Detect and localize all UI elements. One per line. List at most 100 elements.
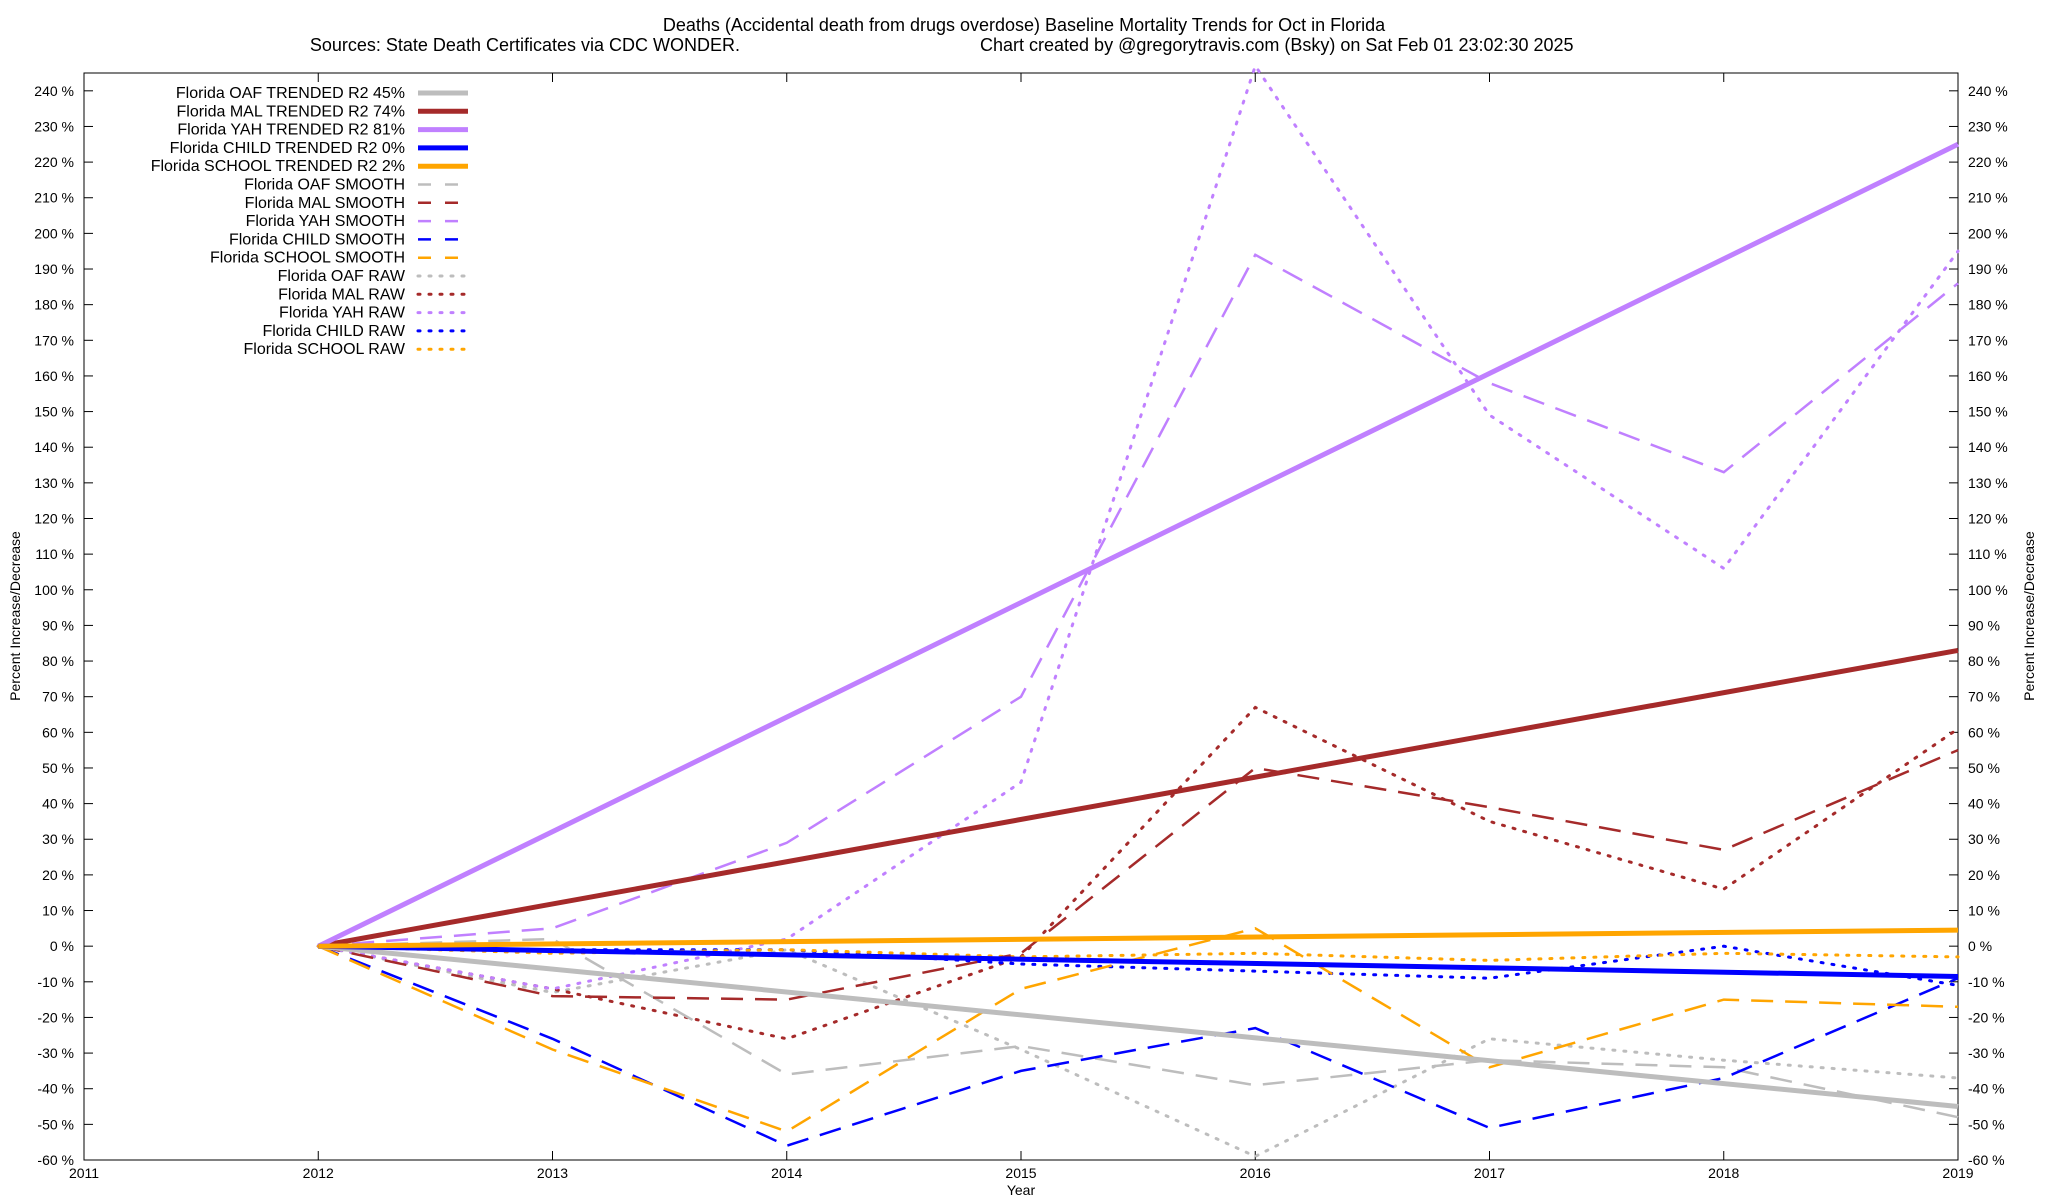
- y-tick-label-left: 230 %: [34, 118, 74, 134]
- y-tick-label-right: 110 %: [1968, 546, 2007, 562]
- y-tick-label-left: 210 %: [34, 190, 74, 206]
- y-tick-label-right: -40 %: [1968, 1081, 2005, 1097]
- x-tick-label: 2014: [771, 1165, 802, 1181]
- series-line-florida-school-raw: [316, 944, 1960, 962]
- y-tick-label-left: 80 %: [42, 653, 74, 669]
- y-tick-label-left: 220 %: [34, 154, 74, 170]
- y-tick-label-left: 50 %: [42, 760, 74, 776]
- legend-label: Florida SCHOOL SMOOTH: [210, 250, 405, 267]
- y-tick-label-right: -60 %: [1968, 1152, 2005, 1168]
- legend-label: Florida MAL SMOOTH: [245, 195, 405, 212]
- legend-label: Florida MAL TRENDED R2 74%: [176, 103, 405, 120]
- y-tick-label-right: -50 %: [1968, 1116, 2005, 1132]
- y-tick-label-left: -50 %: [37, 1116, 74, 1132]
- legend-label: Florida CHILD TRENDED R2 0%: [170, 140, 405, 157]
- y-tick-label-left: 180 %: [34, 297, 74, 313]
- series-line-florida-child-smooth: [317, 945, 1959, 1148]
- y-tick-label-left: 130 %: [34, 475, 74, 491]
- legend: Florida OAF TRENDED R2 45%Florida MAL TR…: [151, 85, 470, 358]
- y-tick-label-left: 170 %: [34, 332, 74, 348]
- y-tick-label-left: -10 %: [37, 974, 74, 990]
- y-tick-label-right: 130 %: [1968, 475, 2008, 491]
- legend-label: Florida YAH TRENDED R2 81%: [177, 122, 405, 139]
- x-tick-label: 2018: [1708, 1165, 1739, 1181]
- y-tick-label-right: 120 %: [1968, 510, 2008, 526]
- y-axis-label-left: Percent Increase/Decrease: [7, 531, 23, 701]
- y-axis-left: -60 % -50 % -40 % -30 % -20 % -10 % 0 % 10 % 20 …: [34, 83, 93, 1168]
- y-tick-label-right: 170 %: [1968, 332, 2008, 348]
- y-tick-label-right: 70 %: [1968, 689, 2000, 705]
- y-tick-label-left: 190 %: [34, 261, 74, 277]
- y-tick-label-left: 90 %: [42, 617, 74, 633]
- series-line-florida-yah-trended-r2-81: [317, 142, 1960, 949]
- legend-label: Florida SCHOOL TRENDED R2 2%: [151, 158, 405, 175]
- legend-label: Florida CHILD SMOOTH: [229, 231, 405, 248]
- legend-label: Florida CHILD RAW: [262, 323, 405, 340]
- x-tick-label: 2019: [1942, 1165, 1973, 1181]
- series-line-florida-mal-trended-r2-74: [317, 647, 1959, 949]
- x-tick-label: 2017: [1474, 1165, 1505, 1181]
- y-tick-label-right: 10 %: [1968, 903, 2000, 919]
- legend-label: Florida YAH SMOOTH: [246, 213, 405, 230]
- y-tick-label-left: -40 %: [37, 1081, 74, 1097]
- x-tick-label: 2015: [1005, 1165, 1036, 1181]
- y-tick-label-left: 10 %: [42, 903, 74, 919]
- y-tick-label-right: 140 %: [1968, 439, 2008, 455]
- y-axis-right: -60 % -50 % -40 % -30 % -20 % -10 % 0 % 10 % 20 …: [1949, 83, 2008, 1168]
- y-tick-label-left: 110 %: [35, 546, 74, 562]
- y-tick-label-right: 100 %: [1968, 582, 2008, 598]
- y-tick-label-left: 30 %: [42, 831, 74, 847]
- y-tick-label-left: 150 %: [34, 404, 74, 420]
- series-line-florida-school-smooth: [317, 926, 1959, 1133]
- y-tick-label-right: 190 %: [1968, 261, 2008, 277]
- series-line-florida-mal-smooth: [318, 748, 1959, 1001]
- series-line-florida-oaf-trended-r2-45: [318, 943, 1959, 1109]
- y-tick-label-left: 0 %: [50, 938, 74, 954]
- series-line-florida-yah-raw: [316, 62, 1960, 991]
- legend-label: Florida OAF RAW: [278, 268, 406, 285]
- y-tick-label-right: 200 %: [1968, 225, 2008, 241]
- legend-label: Florida YAH RAW: [279, 305, 406, 322]
- series-line-florida-mal-raw: [316, 705, 1960, 1041]
- y-tick-label-right: 60 %: [1968, 724, 2000, 740]
- chart-subtitle-credit: Chart created by @gregorytravis.com (Bsk…: [980, 35, 1574, 55]
- y-tick-label-left: 160 %: [34, 368, 74, 384]
- y-tick-label-left: 120 %: [34, 510, 74, 526]
- y-tick-label-left: 140 %: [34, 439, 74, 455]
- x-tick-label: 2013: [537, 1165, 568, 1181]
- x-tick-label: 2016: [1240, 1165, 1271, 1181]
- y-tick-label-right: 240 %: [1968, 83, 2008, 99]
- y-tick-label-right: -10 %: [1968, 974, 2005, 990]
- series-layer: [316, 62, 1960, 1159]
- series-line-florida-school-trended-r2-2: [318, 927, 1959, 949]
- y-tick-label-left: 20 %: [42, 867, 74, 883]
- y-tick-label-right: -20 %: [1968, 1009, 2005, 1025]
- x-axis: 2011 2012 2013 2014 2015 2016 2017 2018 2019: [69, 73, 1974, 1181]
- y-tick-label-right: 20 %: [1968, 867, 2000, 883]
- y-tick-label-right: 210 %: [1968, 190, 2008, 206]
- chart-subtitle-sources: Sources: State Death Certificates via CD…: [310, 35, 740, 55]
- y-tick-label-left: 240 %: [34, 83, 74, 99]
- y-tick-label-right: 90 %: [1968, 617, 2000, 633]
- legend-label: Florida OAF SMOOTH: [244, 177, 405, 194]
- series-line-florida-child-trended-r2-0: [318, 943, 1959, 979]
- y-tick-label-left: 70 %: [42, 689, 74, 705]
- y-tick-label-left: -60 %: [37, 1152, 74, 1168]
- chart-title: Deaths (Accidental death from drugs over…: [663, 15, 1386, 35]
- legend-label: Florida MAL RAW: [278, 286, 406, 303]
- y-tick-label-left: -20 %: [37, 1009, 74, 1025]
- y-tick-label-right: 180 %: [1968, 297, 2008, 313]
- y-tick-label-right: 230 %: [1968, 118, 2008, 134]
- x-tick-label: 2012: [303, 1165, 334, 1181]
- y-tick-label-left: 40 %: [42, 796, 74, 812]
- y-tick-label-left: 200 %: [34, 225, 74, 241]
- y-tick-label-left: 100 %: [34, 582, 74, 598]
- x-axis-label: Year: [1007, 1182, 1036, 1198]
- y-tick-label-right: 0 %: [1968, 938, 1992, 954]
- y-tick-label-right: 40 %: [1968, 796, 2000, 812]
- legend-label: Florida OAF TRENDED R2 45%: [176, 85, 405, 102]
- y-tick-label-right: 160 %: [1968, 368, 2008, 384]
- x-tick-label: 2011: [69, 1165, 99, 1181]
